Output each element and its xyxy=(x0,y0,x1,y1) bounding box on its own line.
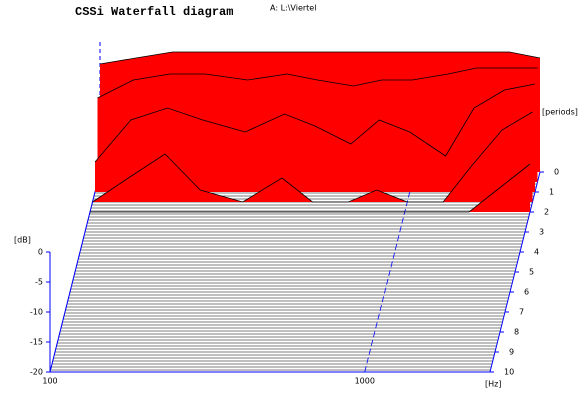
z-tick-label: 9 xyxy=(509,348,514,357)
y-tick-label: -20 xyxy=(30,368,43,377)
z-tick-label: 2 xyxy=(544,208,549,217)
z-tick-label: 3 xyxy=(539,228,544,237)
y-tick-label: 0 xyxy=(38,248,43,257)
z-tick-label: 7 xyxy=(519,308,524,317)
z-axis-label: [periods] xyxy=(542,108,578,117)
slice-line xyxy=(97,67,538,99)
x-tick-label: 1000 xyxy=(355,377,375,386)
z-tick-label: 4 xyxy=(534,248,539,257)
z-tick-label: 8 xyxy=(514,328,519,337)
x-grid-line xyxy=(364,171,416,373)
chart-subtitle: A: L:\Viertel xyxy=(270,4,316,13)
slice-line xyxy=(90,163,531,213)
z-tick-label: 1 xyxy=(549,188,554,197)
chart-title: CSSi Waterfall diagram xyxy=(75,5,233,19)
slice-fill xyxy=(90,164,530,212)
z-tick-label: 0 xyxy=(554,168,559,177)
z-tick-label: 10 xyxy=(504,368,514,377)
slice-fill xyxy=(95,84,535,192)
slice-line xyxy=(99,51,541,65)
slice-line xyxy=(94,83,536,163)
z-tick-label: 6 xyxy=(524,288,529,297)
x-tick-label: 100 xyxy=(42,377,57,386)
y-axis-label: [dB] xyxy=(14,236,31,245)
y-tick-label: -15 xyxy=(30,338,43,347)
slice-line xyxy=(92,111,533,203)
z-tick-label: 5 xyxy=(529,268,534,277)
y-tick-label: -10 xyxy=(30,308,43,317)
x-axis-label: [Hz] xyxy=(485,380,501,389)
y-tick-label: -5 xyxy=(35,278,43,287)
slice-fill xyxy=(92,112,533,202)
x-grid-line xyxy=(49,171,101,373)
